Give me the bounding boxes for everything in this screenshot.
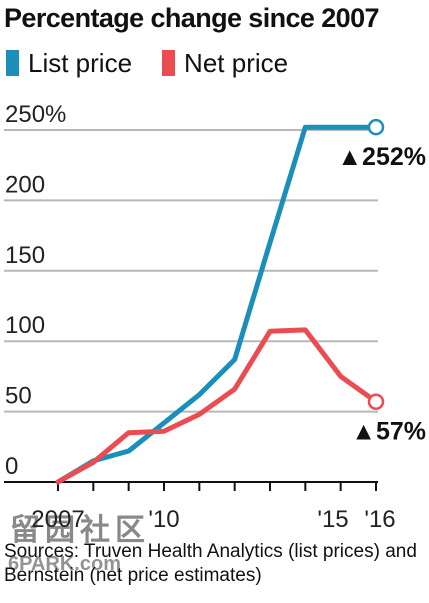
- y-tick-label: 50: [5, 383, 32, 410]
- end-value-annotation: ▲252%: [337, 143, 426, 171]
- legend-swatch-list-price: [6, 50, 19, 76]
- series-endpoint-marker: [367, 118, 385, 136]
- chart-title: Percentage change since 2007: [4, 3, 380, 33]
- legend-swatch-net-price: [162, 50, 176, 76]
- source-note: Sources: Truven Health Analytics (list p…: [4, 541, 417, 586]
- y-tick-label: 0: [5, 453, 18, 480]
- y-tick-label: 200: [5, 171, 45, 198]
- x-tick-label: '15: [317, 506, 348, 533]
- series-line-list-price: [55, 124, 379, 485]
- legend-item-net-price: Net price: [162, 48, 288, 79]
- series-endpoint-marker: [367, 393, 385, 410]
- y-tick-label: 250%: [5, 101, 66, 128]
- y-tick-label: 100: [5, 312, 45, 339]
- legend-label-net-price: Net price: [184, 47, 289, 78]
- chart-legend: List price Net price: [6, 46, 318, 80]
- legend-item-list-price: List price: [6, 48, 132, 79]
- watermark-url: 6PARK.com: [8, 553, 121, 575]
- end-value-annotation: ▲57%: [351, 418, 426, 446]
- watermark: 留园社区: [10, 514, 150, 547]
- y-tick-label: 150: [5, 242, 45, 269]
- legend-label-list-price: List price: [28, 47, 133, 78]
- x-tick-label: 2007: [31, 506, 84, 533]
- x-tick-label: '16: [364, 506, 395, 533]
- series-line-net-price: [55, 327, 379, 485]
- x-tick-label: '10: [148, 506, 179, 533]
